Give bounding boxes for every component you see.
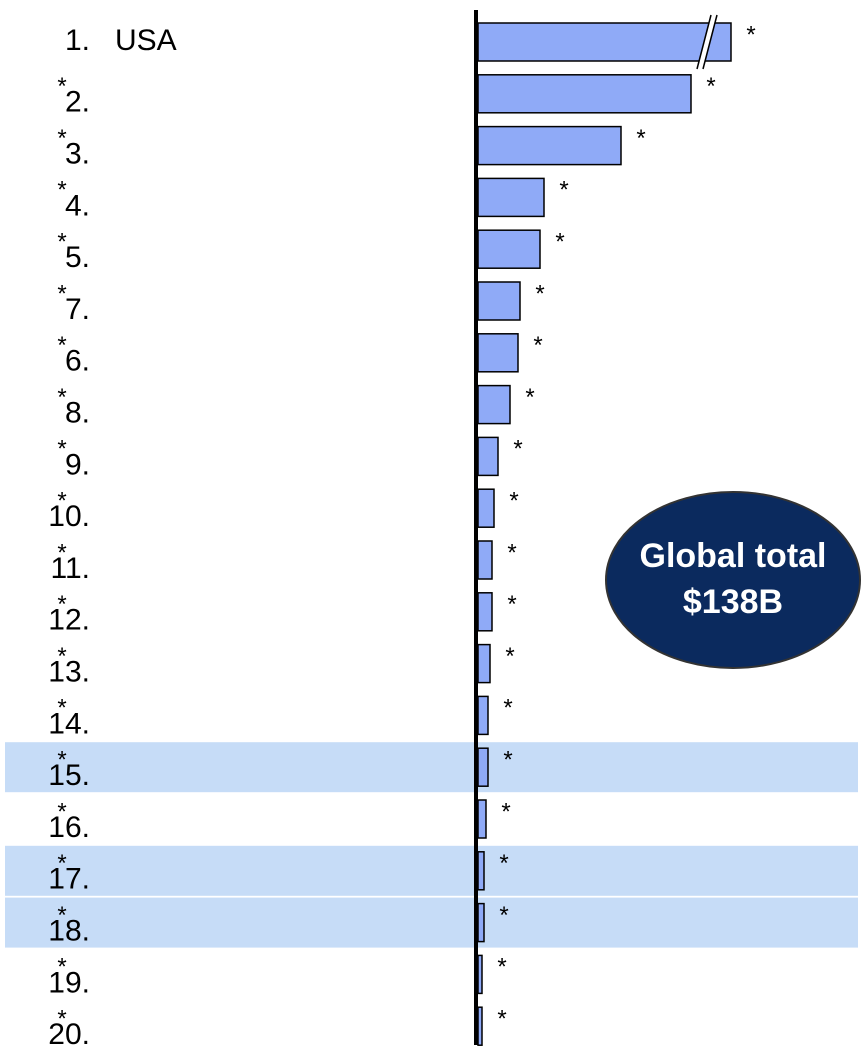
value-label: * xyxy=(509,488,518,515)
value-label: * xyxy=(501,798,510,825)
row-name: * xyxy=(57,384,66,411)
row-rank: 3. xyxy=(65,138,90,171)
bar xyxy=(477,540,493,580)
row-rank: 11. xyxy=(51,552,90,585)
row-rank: 16. xyxy=(48,811,90,844)
axis-break-gap xyxy=(697,15,717,69)
row-name: * xyxy=(57,1006,66,1033)
value-label: * xyxy=(497,1006,506,1033)
row-name: * xyxy=(57,177,66,204)
row-name: USA xyxy=(115,24,177,57)
value-label: * xyxy=(559,177,568,204)
axis-break xyxy=(696,14,712,70)
highlight-band xyxy=(5,742,858,793)
bar xyxy=(477,436,499,477)
value-label: * xyxy=(507,539,516,566)
total-bubble xyxy=(605,491,861,669)
bar xyxy=(477,643,491,684)
row-rank: 10. xyxy=(48,500,90,533)
value-label: * xyxy=(513,436,522,463)
row-name: * xyxy=(57,954,66,981)
row-name: * xyxy=(57,125,66,152)
row-rank: 20. xyxy=(48,1018,90,1051)
row-rank: 12. xyxy=(48,604,90,637)
value-label: * xyxy=(505,643,514,670)
annotation-line: Global total xyxy=(640,537,827,575)
bar xyxy=(477,125,622,166)
bar xyxy=(477,747,489,787)
row-name: * xyxy=(57,850,66,877)
row-rank: 19. xyxy=(48,966,90,999)
row-name: * xyxy=(57,695,66,722)
value-label: * xyxy=(706,73,715,100)
value-label: * xyxy=(525,384,534,411)
value-label: * xyxy=(636,125,645,152)
rows: 1. USA *2.* *3.* *4.* *5.* *7.* *6.* *8.* *9.* *10… xyxy=(48,14,756,1051)
row-name: * xyxy=(57,280,66,307)
row-name: * xyxy=(57,73,66,100)
highlight-bands xyxy=(5,742,858,948)
row-name: * xyxy=(57,798,66,825)
row-name: * xyxy=(57,332,66,359)
bar xyxy=(477,177,545,218)
row-rank: 5. xyxy=(65,241,90,274)
row-name: * xyxy=(57,229,66,256)
row-name: * xyxy=(57,902,66,929)
bar xyxy=(477,592,493,632)
axis-break xyxy=(702,14,718,70)
row-name: * xyxy=(57,747,66,774)
annotation-line: $138B xyxy=(683,583,783,621)
row-rank: 2. xyxy=(65,86,90,119)
row-rank: 7. xyxy=(65,293,90,326)
highlight-band xyxy=(5,897,858,948)
value-label: * xyxy=(555,229,564,256)
value-label: * xyxy=(535,280,544,307)
bar xyxy=(477,902,485,943)
bar xyxy=(477,851,485,891)
row-name: * xyxy=(57,488,66,515)
row-rank: 13. xyxy=(48,656,90,689)
bar xyxy=(477,1006,483,1046)
row-name: * xyxy=(57,591,66,618)
row-name: * xyxy=(57,539,66,566)
value-label: * xyxy=(499,902,508,929)
row-rank: 1. xyxy=(65,24,90,57)
value-label: * xyxy=(503,695,512,722)
value-label: * xyxy=(746,21,755,48)
value-label: * xyxy=(499,850,508,877)
bar xyxy=(477,333,519,373)
row-rank: 17. xyxy=(48,863,90,896)
bar xyxy=(477,384,511,425)
row-name: * xyxy=(57,643,66,670)
row-rank: 9. xyxy=(65,448,90,481)
row-rank: 6. xyxy=(65,345,90,378)
row-rank: 8. xyxy=(65,397,90,430)
bar xyxy=(477,229,541,269)
bar xyxy=(477,281,521,321)
value-label: * xyxy=(497,954,506,981)
row-rank: 18. xyxy=(48,915,90,948)
bar xyxy=(477,799,487,839)
highlight-band xyxy=(5,845,858,896)
row-rank: 4. xyxy=(65,189,90,222)
row-rank: 14. xyxy=(48,707,90,740)
bar xyxy=(477,488,495,528)
value-label: * xyxy=(533,332,542,359)
row-name: * xyxy=(57,436,66,463)
row-rank: 15. xyxy=(48,759,90,792)
value-label: * xyxy=(503,747,512,774)
value-label: * xyxy=(507,591,516,618)
bar xyxy=(477,954,483,995)
bar xyxy=(477,74,692,114)
bar xyxy=(477,695,489,736)
bar xyxy=(477,22,732,62)
